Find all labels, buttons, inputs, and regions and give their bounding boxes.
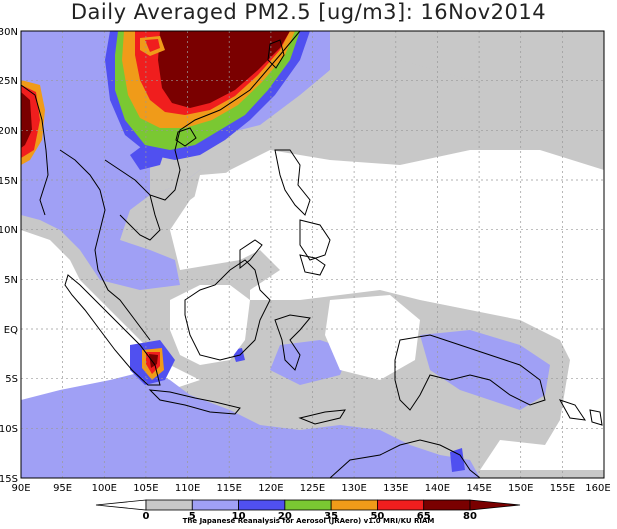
colorbar-tick-label: 35 [324,511,338,522]
clear-area-seas [190,170,265,255]
clear-area-sea-south [325,295,420,380]
lon-label: 115E [216,483,241,494]
colorbar-swatch [191,499,239,511]
lon-label: 145E [466,483,491,494]
coast-islands-east [558,399,587,421]
coast-java [148,389,241,415]
colorbar: 0 5 10 20 35 50 65 80 [95,499,521,522]
coast-islands-east2 [589,409,603,426]
coast-palawan [239,239,263,270]
coast-india [21,84,49,216]
colorbar-arrow-left [95,499,147,511]
colorbar-tick-label: 50 [370,511,384,522]
lat-label: 10N [0,225,18,236]
lat-label: 15S [0,474,18,485]
contour-5-10-north [150,60,604,195]
lon-label: 120E [258,483,283,494]
coast-australia [329,439,481,478]
contour-peak-west-core [145,39,160,52]
coast-asia-mainland [59,149,151,341]
lat-label: 15N [0,176,18,187]
contour-10-20-central [270,340,350,385]
coast-borneo [184,259,271,361]
lon-labels: 90E 95E 100E 105E 110E 115E 120E 125E 13… [11,483,610,494]
colorbar-swatch [145,499,193,511]
clear-area-philippines [260,175,360,265]
hotspot-core [149,354,158,368]
credit-text: The Japanese Reanalysis for Aerosol (JRA… [182,517,435,525]
lon-label: 140E [425,483,450,494]
lon-label: 130E [341,483,366,494]
coast-hainan [175,127,197,147]
contour-10-20-east [420,330,550,410]
lat-label: 25N [0,76,18,87]
map-title: Daily Averaged PM2.5 [ug/m3]: 16Nov2014 [70,0,547,24]
coast-luzon [274,149,311,216]
lon-label: 125E [300,483,325,494]
lat-label: 5N [4,275,18,286]
lat-label: 10S [0,424,18,435]
lon-label: 150E [508,483,533,494]
coastlines [21,31,603,478]
lat-label: 20N [0,126,18,137]
coast-sulawesi [274,314,311,371]
colorbar-arrow-right [469,499,521,511]
colorbar-swatch [423,499,471,511]
gridlines [21,31,604,478]
lon-label: 155E [550,483,575,494]
lon-label: 105E [133,483,158,494]
coast-indochina [104,31,301,201]
coast-indochina-south [119,194,161,241]
lat-labels: 30N 25N 20N 15N 10N 5N EQ 5S 10S 15S [0,27,18,485]
contour-80-plus [158,31,290,108]
contour-20-35-png [450,448,465,472]
lat-label: 5S [5,374,18,385]
lon-label: 160E [585,483,610,494]
coast-mindanao [299,254,326,276]
colorbar-tick-label: 0 [143,511,150,522]
coast-visayas [299,219,331,261]
colorbar-tick-label: 20 [278,511,292,522]
colorbar-tick-label: 80 [463,511,477,522]
colorbar-tick-label: 10 [232,511,246,522]
contour-india-core [21,92,32,148]
contour-10-20-south [21,370,480,478]
colorbar-swatch [284,499,332,511]
coast-sumatra [64,274,161,386]
lon-label: 110E [175,483,200,494]
coast-png [394,334,546,411]
lon-label: 95E [53,483,72,494]
colorbar-swatch [377,499,425,511]
colorbar-tick-label: 5 [189,511,196,522]
lat-label: 30N [0,27,18,38]
lat-label: EQ [4,325,18,336]
lon-label: 135E [383,483,408,494]
colorbar-tick-label: 65 [417,511,431,522]
clear-area-borneo [170,285,250,365]
pm25-field [21,31,604,478]
colorbar-swatch [238,499,286,511]
coast-timor [298,409,346,425]
lon-label: 100E [92,483,117,494]
lon-label: 90E [11,483,30,494]
map-frame [20,30,605,479]
coast-taiwan [267,39,285,69]
colorbar-swatch [330,499,378,511]
